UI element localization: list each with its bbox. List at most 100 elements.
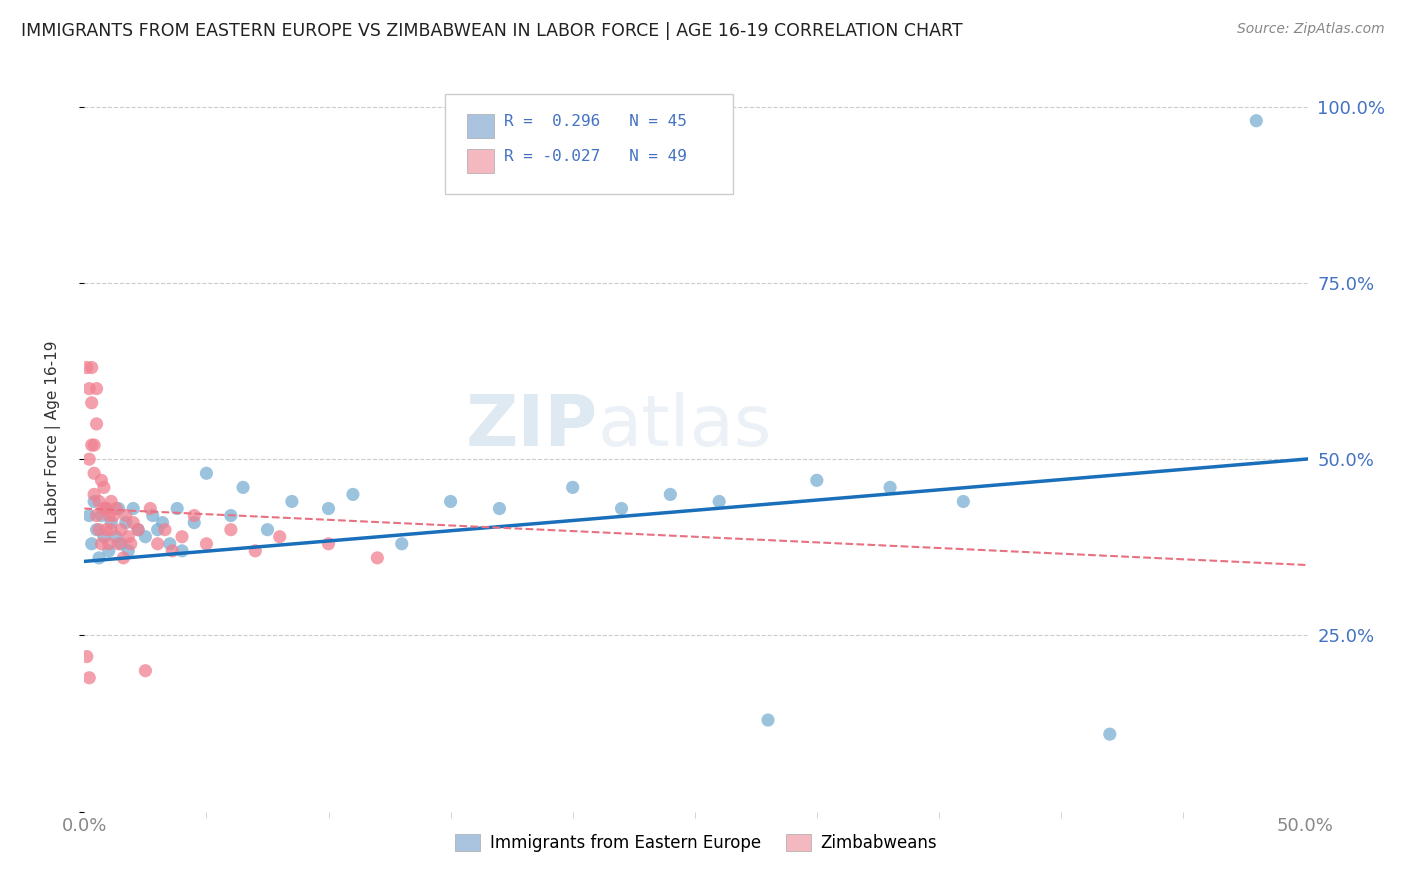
Point bbox=[281, 494, 304, 508]
Point bbox=[162, 544, 184, 558]
Point bbox=[117, 530, 139, 544]
Point bbox=[110, 523, 132, 537]
Point bbox=[117, 544, 139, 558]
Point bbox=[100, 523, 122, 537]
Point bbox=[439, 494, 461, 508]
Point bbox=[86, 523, 108, 537]
Point bbox=[806, 473, 828, 487]
Point bbox=[391, 537, 413, 551]
Point bbox=[170, 530, 193, 544]
Point bbox=[86, 417, 108, 431]
Bar bbox=[467, 149, 494, 173]
Point bbox=[77, 452, 100, 467]
Point bbox=[80, 396, 103, 410]
Point bbox=[561, 480, 583, 494]
Point bbox=[77, 508, 100, 523]
Point bbox=[83, 487, 105, 501]
Point bbox=[122, 516, 145, 530]
Point bbox=[93, 501, 115, 516]
Point bbox=[97, 544, 120, 558]
Point bbox=[146, 523, 169, 537]
Point bbox=[170, 544, 193, 558]
Point bbox=[756, 713, 779, 727]
Point bbox=[166, 501, 188, 516]
Point bbox=[93, 480, 115, 494]
Point bbox=[318, 501, 340, 516]
Point bbox=[96, 501, 118, 516]
Point bbox=[120, 537, 142, 551]
Point bbox=[77, 671, 100, 685]
Point bbox=[142, 508, 165, 523]
Point bbox=[87, 523, 110, 537]
Point bbox=[80, 360, 103, 375]
Point bbox=[86, 382, 108, 396]
Point bbox=[245, 544, 267, 558]
Point bbox=[195, 537, 218, 551]
Point bbox=[610, 501, 633, 516]
Point bbox=[134, 664, 156, 678]
Point bbox=[83, 438, 105, 452]
Point bbox=[153, 523, 176, 537]
Point bbox=[93, 530, 115, 544]
Point bbox=[183, 508, 205, 523]
Y-axis label: In Labor Force | Age 16-19: In Labor Force | Age 16-19 bbox=[45, 340, 60, 543]
Point bbox=[112, 550, 135, 565]
Point bbox=[96, 523, 118, 537]
Point bbox=[115, 508, 138, 523]
Point bbox=[107, 537, 129, 551]
Point bbox=[488, 501, 510, 516]
Point bbox=[87, 550, 110, 565]
Point bbox=[219, 523, 242, 537]
Point bbox=[152, 516, 174, 530]
Point bbox=[83, 494, 105, 508]
Point bbox=[107, 501, 129, 516]
Point bbox=[96, 501, 118, 516]
Point bbox=[76, 649, 98, 664]
Point bbox=[90, 473, 112, 487]
Point bbox=[80, 438, 103, 452]
Point bbox=[86, 508, 108, 523]
Point bbox=[76, 360, 98, 375]
Point bbox=[122, 501, 145, 516]
Text: R =  0.296   N = 45: R = 0.296 N = 45 bbox=[503, 113, 686, 128]
Point bbox=[256, 523, 278, 537]
Point bbox=[105, 501, 128, 516]
Point bbox=[100, 516, 122, 530]
Point bbox=[146, 537, 169, 551]
Text: IMMIGRANTS FROM EASTERN EUROPE VS ZIMBABWEAN IN LABOR FORCE | AGE 16-19 CORRELAT: IMMIGRANTS FROM EASTERN EUROPE VS ZIMBAB… bbox=[21, 22, 963, 40]
Point bbox=[952, 494, 974, 508]
Point bbox=[269, 530, 291, 544]
Text: ZIP: ZIP bbox=[465, 392, 598, 461]
Point bbox=[1246, 113, 1268, 128]
Point bbox=[100, 494, 122, 508]
Point bbox=[879, 480, 901, 494]
Legend: Immigrants from Eastern Europe, Zimbabweans: Immigrants from Eastern Europe, Zimbabwe… bbox=[449, 828, 943, 859]
Point bbox=[232, 480, 254, 494]
Point bbox=[80, 537, 103, 551]
Point bbox=[77, 382, 100, 396]
Text: Source: ZipAtlas.com: Source: ZipAtlas.com bbox=[1237, 22, 1385, 37]
Point bbox=[139, 501, 162, 516]
Point bbox=[342, 487, 364, 501]
Point bbox=[105, 530, 128, 544]
Bar bbox=[467, 114, 494, 138]
Point bbox=[707, 494, 730, 508]
Text: R = -0.027   N = 49: R = -0.027 N = 49 bbox=[503, 149, 686, 164]
Point bbox=[195, 467, 218, 481]
Point bbox=[97, 508, 120, 523]
Point bbox=[1098, 727, 1121, 741]
Point bbox=[90, 537, 112, 551]
Point bbox=[97, 537, 120, 551]
Point bbox=[90, 508, 112, 523]
Point bbox=[115, 516, 138, 530]
FancyBboxPatch shape bbox=[446, 94, 733, 194]
Point bbox=[318, 537, 340, 551]
Point bbox=[219, 508, 242, 523]
Point bbox=[83, 467, 105, 481]
Point bbox=[103, 508, 125, 523]
Point bbox=[366, 550, 388, 565]
Point bbox=[134, 530, 156, 544]
Point bbox=[183, 516, 205, 530]
Point bbox=[159, 537, 181, 551]
Point bbox=[127, 523, 149, 537]
